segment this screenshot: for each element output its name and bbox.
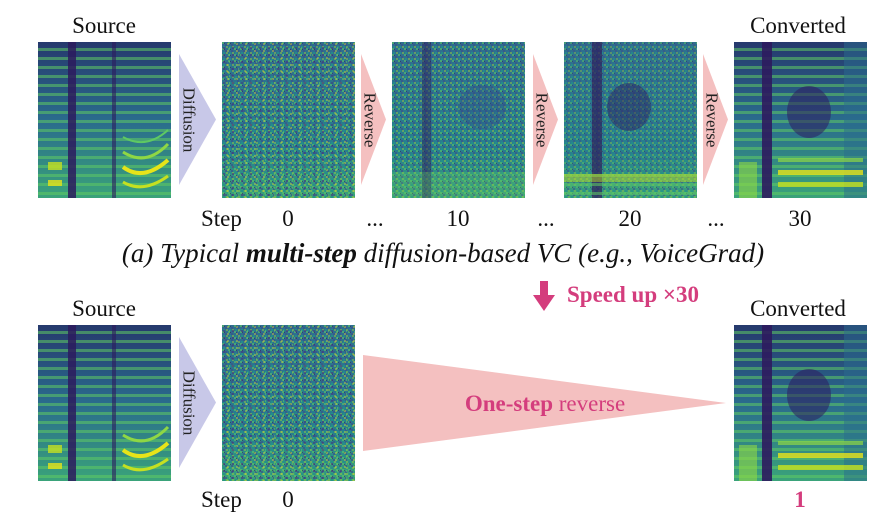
step-0-top: 0	[282, 206, 294, 231]
step-label-top: Step	[201, 206, 242, 231]
step-0-bottom: 0	[282, 487, 294, 512]
step-label-bottom: Step	[201, 487, 242, 512]
reverse-arrow-1	[361, 54, 386, 185]
diffusion-arrow-bottom	[179, 337, 216, 468]
source-label-bottom: Source	[72, 296, 136, 321]
step-ellipsis-3: ...	[707, 206, 725, 231]
diffusion-arrow	[179, 54, 216, 185]
step-ellipsis-1: ...	[366, 206, 384, 231]
diffusion-label: Diffusion	[179, 87, 199, 153]
converted-spectrogram	[734, 42, 867, 198]
spectrogram-step-20	[564, 42, 697, 198]
diffusion-label-bottom: Diffusion	[179, 370, 199, 436]
noise-spectrogram-step-0	[222, 42, 355, 198]
converted-spectrogram-bottom	[734, 325, 867, 481]
reverse-arrow-2	[533, 54, 558, 185]
converted-label-bottom: Converted	[750, 296, 846, 321]
spectrogram-step-10	[392, 42, 525, 198]
reverse-label-3: Reverse	[702, 92, 722, 148]
speed-up-label: Speed up ×30	[567, 282, 699, 307]
step-10: 10	[446, 206, 470, 231]
speed-up-arrow-icon	[533, 281, 555, 311]
source-spectrogram	[38, 42, 171, 198]
noise-spectrogram-bottom	[222, 325, 355, 481]
caption: (a) Typical multi-step diffusion-based V…	[121, 238, 765, 268]
source-spectrogram-bottom	[38, 325, 171, 481]
step-30: 30	[788, 206, 812, 231]
reverse-label-1: Reverse	[360, 92, 380, 148]
one-step-reverse-arrow	[363, 355, 726, 451]
step-20: 20	[618, 206, 642, 231]
reverse-label-2: Reverse	[532, 92, 552, 148]
step-ellipsis-2: ...	[537, 206, 555, 231]
one-step-reverse-label: One-step reverse	[464, 391, 626, 416]
source-label: Source	[72, 13, 136, 38]
step-1-bottom: 1	[794, 487, 806, 512]
reverse-arrow-3	[703, 54, 728, 185]
converted-label: Converted	[750, 13, 846, 38]
